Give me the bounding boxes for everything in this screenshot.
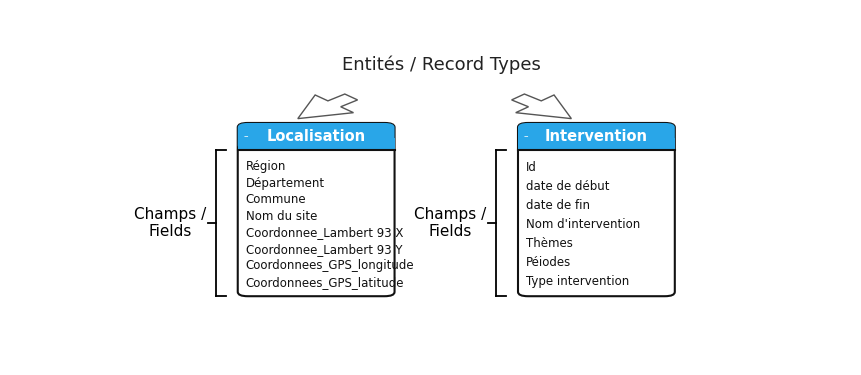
Text: Localisation: Localisation bbox=[267, 129, 366, 144]
Text: Type intervention: Type intervention bbox=[526, 274, 629, 288]
Text: Coordonnees_GPS_longitude: Coordonnees_GPS_longitude bbox=[245, 259, 414, 272]
Bar bbox=[518, 138, 675, 150]
Text: Intervention: Intervention bbox=[545, 129, 648, 144]
Text: Id: Id bbox=[526, 161, 537, 174]
FancyBboxPatch shape bbox=[238, 123, 394, 150]
Text: Coordonnee_Lambert 93 Y: Coordonnee_Lambert 93 Y bbox=[245, 243, 402, 256]
Text: Coordonnees_GPS_latitude: Coordonnees_GPS_latitude bbox=[245, 276, 405, 289]
FancyBboxPatch shape bbox=[238, 123, 394, 296]
Text: –: – bbox=[523, 132, 528, 141]
Text: Péiodes: Péiodes bbox=[526, 256, 571, 268]
Text: Nom d'intervention: Nom d'intervention bbox=[526, 218, 641, 231]
Text: –: – bbox=[243, 132, 248, 141]
Polygon shape bbox=[298, 94, 357, 118]
FancyBboxPatch shape bbox=[518, 123, 675, 150]
Text: date de début: date de début bbox=[526, 180, 610, 193]
Text: Thèmes: Thèmes bbox=[526, 237, 573, 250]
Text: Champs /
Fields: Champs / Fields bbox=[134, 207, 207, 239]
Text: Commune: Commune bbox=[245, 193, 307, 206]
Text: Département: Département bbox=[245, 177, 325, 190]
Polygon shape bbox=[511, 94, 572, 118]
Bar bbox=[238, 138, 394, 150]
Text: date de fin: date de fin bbox=[526, 199, 590, 212]
Text: Région: Région bbox=[245, 160, 286, 173]
FancyBboxPatch shape bbox=[518, 123, 675, 296]
Text: Champs /
Fields: Champs / Fields bbox=[414, 207, 486, 239]
Text: Entités / Record Types: Entités / Record Types bbox=[342, 56, 541, 75]
Text: Coordonnee_Lambert 93 X: Coordonnee_Lambert 93 X bbox=[245, 226, 403, 239]
Text: Nom du site: Nom du site bbox=[245, 210, 317, 223]
